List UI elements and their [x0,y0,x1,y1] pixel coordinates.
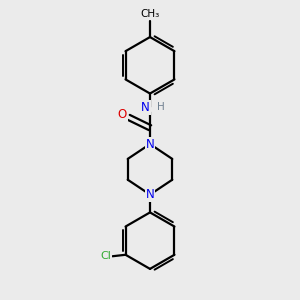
Text: N: N [146,138,154,151]
Text: CH₃: CH₃ [140,9,160,19]
Text: H: H [158,103,165,112]
Text: Cl: Cl [100,251,111,261]
Text: O: O [117,108,127,121]
Text: N: N [141,101,150,114]
Text: N: N [146,188,154,201]
